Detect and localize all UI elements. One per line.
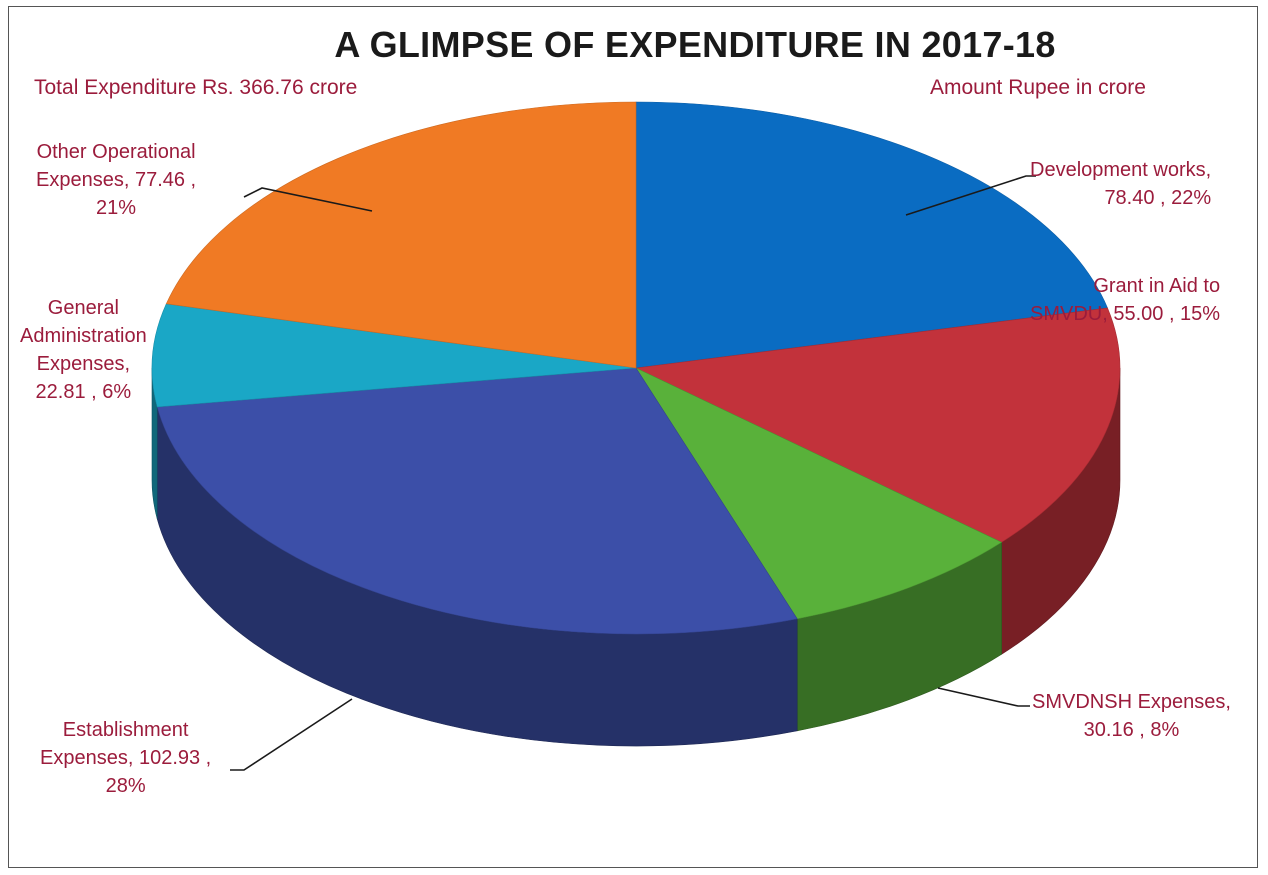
- leader-lines: [230, 175, 1036, 771]
- pie-slice-development-works: [635, 101, 1108, 369]
- pie-slice-general-administration-expenses: [151, 303, 637, 408]
- pie-slice-grant-in-aid-to-smvdu: [634, 307, 1121, 543]
- unit-note: Amount Rupee in crore: [930, 76, 1146, 99]
- slice-label-grant-in-aid: Grant in Aid to SMVDU, 55.00 , 15%: [1030, 275, 1221, 325]
- slice-label-development-works: Development works, 78.40 , 22%: [1030, 159, 1212, 209]
- slice-label-general-administration: General Administration Expenses, 22.81 ,…: [20, 297, 147, 403]
- total-expenditure-note: Total Expenditure Rs. 366.76 crore: [34, 76, 358, 99]
- slice-label-establishment: Establishment Expenses, 102.93 , 28%: [40, 719, 212, 797]
- pie-top: [151, 101, 1121, 635]
- leader-line-development-works: [905, 175, 1036, 216]
- leader-line-establishment: [230, 698, 353, 771]
- chart-title: A GLIMPSE OF EXPENDITURE IN 2017-18: [334, 24, 1056, 65]
- leader-line-smvdnsh: [937, 687, 1030, 707]
- pie-slice-smvdnsh-expenses: [635, 367, 1003, 620]
- leader-line-other-operational: [243, 187, 373, 212]
- slice-label-smvdnsh: SMVDNSH Expenses, 30.16 , 8%: [1032, 691, 1231, 741]
- slice-label-other-operational: Other Operational Expenses, 77.46 , 21%: [36, 141, 197, 219]
- pie-slice-establishment-expenses: [156, 367, 798, 635]
- pie-slice-other-operational-expenses: [165, 101, 637, 369]
